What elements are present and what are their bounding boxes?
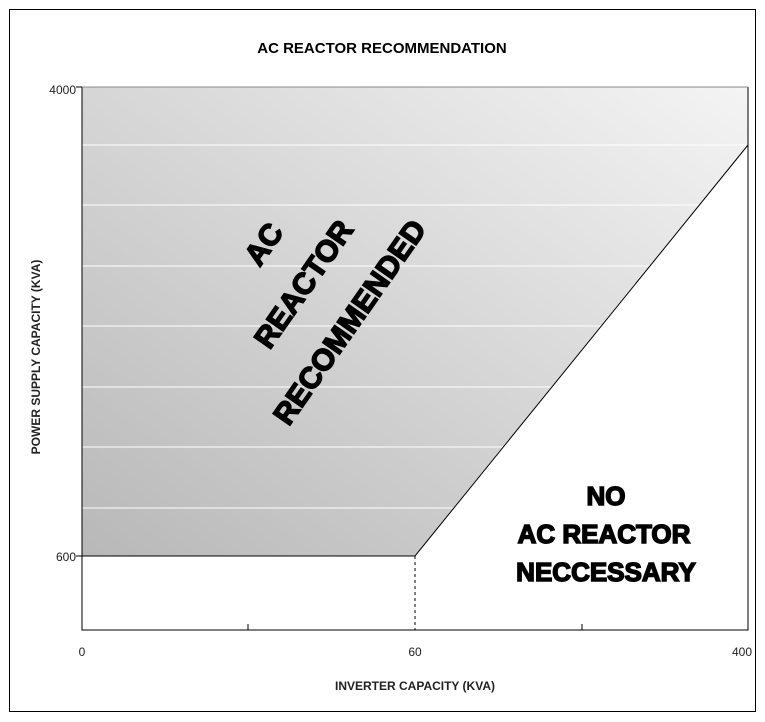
x-tick-label: 60: [408, 645, 422, 659]
region-label: NO: [587, 481, 626, 511]
boundary: [76, 86, 749, 631]
x-tick-label: 400: [732, 645, 752, 659]
region-label: NECCESSARY: [516, 557, 696, 587]
y-axis-label: POWER SUPPLY CAPACITY (KVA): [29, 260, 43, 455]
x-axis-label: INVERTER CAPACITY (KVA): [335, 679, 495, 693]
y-tick-label: 4000: [49, 83, 76, 97]
grid: [82, 144, 748, 509]
x-tick-label: 0: [79, 645, 86, 659]
title: AC REACTOR RECOMMENDATION: [257, 40, 506, 57]
y-tick-label: 600: [56, 550, 76, 564]
recommended-region: [82, 87, 748, 556]
region-label: AC REACTOR: [518, 519, 691, 549]
